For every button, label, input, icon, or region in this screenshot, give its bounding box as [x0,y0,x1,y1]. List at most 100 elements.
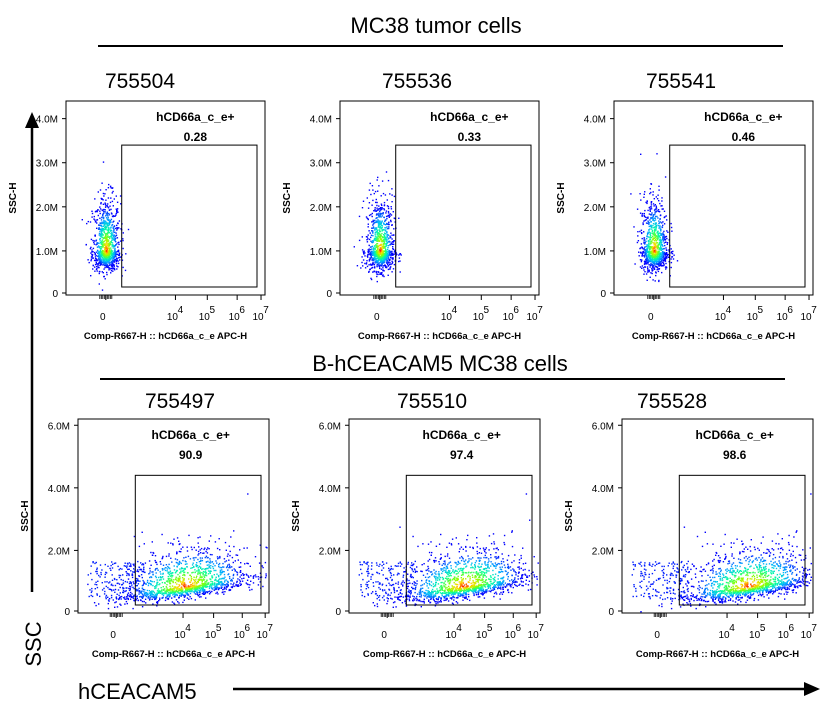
event-dot [658,220,660,222]
event-dot [643,193,645,195]
event-dot [392,246,394,248]
event-dot [159,561,161,563]
event-dot [507,565,509,567]
event-dot [113,229,115,231]
event-dot [384,253,386,255]
event-dot [87,583,89,586]
event-dot [223,573,226,576]
event-dot [420,591,422,593]
event-dot [640,199,642,201]
event-dot [183,569,185,572]
event-dot [652,252,655,255]
event-dot [643,242,645,244]
event-dot [154,555,157,557]
event-dot [379,226,382,228]
event-dot [640,153,642,155]
event-dot [475,572,477,574]
event-dot [102,217,105,220]
event-dot [480,565,482,568]
event-dot [644,249,646,252]
event-dot [658,255,661,257]
event-dot [179,588,181,590]
event-dot [97,580,99,582]
event-dot [640,229,643,231]
event-dot [420,594,423,597]
event-dot [399,260,401,262]
event-dot [212,565,214,568]
event-dot [227,564,229,566]
event-dot [110,241,112,243]
event-dot [646,238,648,240]
event-dot [153,592,156,594]
event-dot [108,209,111,211]
event-dot [115,255,117,258]
event-dot [101,230,103,232]
event-dot [101,251,103,253]
event-dot [135,585,137,587]
event-dot [173,565,175,567]
event-dot [101,233,104,235]
event-dot [427,595,429,597]
y-tick-label: 3.0M [584,159,606,170]
event-dot [148,590,151,592]
event-dot [378,226,380,228]
event-dot [385,215,388,218]
event-dot [445,598,447,600]
event-dot [160,573,162,575]
event-dot [644,191,646,193]
x-tick-exponent: 4 [726,305,732,316]
event-dot [178,550,181,553]
event-dot [106,213,109,215]
event-dot [374,267,376,269]
event-dot [430,581,433,583]
event-dot [646,266,649,268]
event-dot [208,564,210,566]
event-dot [202,589,204,591]
event-dot [658,247,661,249]
event-dot [663,239,665,241]
event-dot [669,275,671,277]
event-dot [428,558,431,561]
event-dot [665,266,667,268]
event-dot [171,585,174,587]
event-dot [493,548,495,550]
event-dot [668,239,670,241]
event-dot [399,561,401,563]
event-dot [649,257,651,260]
event-dot [231,586,233,589]
event-dot [377,220,380,222]
event-dot [660,245,662,247]
event-dot [109,257,111,259]
gate-value: 0.46 [732,130,756,144]
event-dot [389,576,392,579]
event-dot [197,550,200,553]
event-dot [106,259,108,261]
event-dot [372,251,374,253]
event-dot [213,569,215,572]
event-dot [384,250,386,253]
event-dot [205,584,207,586]
event-dot [235,554,237,556]
event-dot [109,255,111,258]
event-dot [454,592,456,594]
event-dot [155,572,157,574]
event-dot [647,251,649,253]
event-dot [372,231,374,233]
event-dot [379,220,381,222]
event-dot [383,261,385,264]
event-dot [209,584,212,586]
event-dot [490,578,492,581]
event-dot [111,245,113,247]
event-dot [200,576,202,579]
event-dot [99,210,101,212]
event-dot [642,222,644,224]
event-dot [126,595,128,598]
event-dot [387,234,390,236]
event-dot [204,583,207,585]
event-dot [188,585,190,588]
event-dot [120,598,122,600]
event-dot [161,581,164,584]
event-dot [128,574,130,577]
event-dot [222,577,224,579]
event-dot [99,189,102,191]
